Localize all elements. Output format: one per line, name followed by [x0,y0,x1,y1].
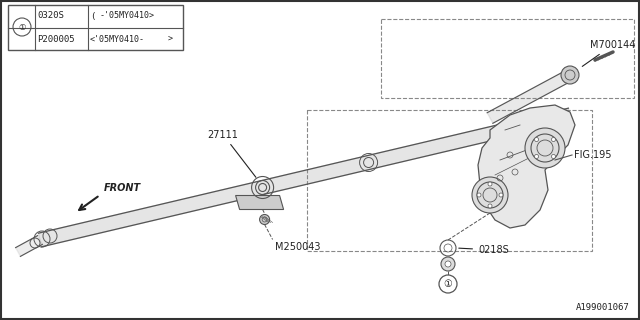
Text: M250043: M250043 [275,242,320,252]
Text: 0320S: 0320S [37,12,64,20]
Circle shape [499,193,503,197]
Circle shape [260,214,269,225]
Text: -'05MY0410>: -'05MY0410> [100,12,155,20]
Bar [381,19,634,98]
Text: A199001067: A199001067 [576,303,630,312]
Polygon shape [15,236,42,256]
Text: ①: ① [19,22,26,31]
Circle shape [445,261,451,267]
Circle shape [472,177,508,213]
Text: M700144: M700144 [582,40,636,67]
Circle shape [525,128,565,168]
Circle shape [552,155,556,158]
Circle shape [13,18,31,36]
Polygon shape [236,196,284,210]
Circle shape [477,193,481,197]
Text: P200005: P200005 [37,35,75,44]
Text: <'05MY0410-: <'05MY0410- [90,35,145,44]
Polygon shape [478,105,575,228]
Circle shape [534,155,538,158]
Circle shape [488,182,492,186]
Bar [307,110,592,251]
Text: 0218S: 0218S [459,245,509,255]
Circle shape [439,275,457,293]
Circle shape [552,138,556,141]
Circle shape [534,138,538,141]
Circle shape [441,257,455,271]
Text: >: > [168,35,173,44]
Text: 27111: 27111 [207,130,256,177]
Text: (: ( [90,12,95,20]
Circle shape [561,66,579,84]
Polygon shape [487,70,573,123]
Text: FRONT: FRONT [104,183,141,193]
Circle shape [488,204,492,208]
Text: FIG.195: FIG.195 [574,150,611,160]
Text: ①: ① [444,279,452,289]
Polygon shape [38,108,572,247]
Bar [8,5,183,50]
